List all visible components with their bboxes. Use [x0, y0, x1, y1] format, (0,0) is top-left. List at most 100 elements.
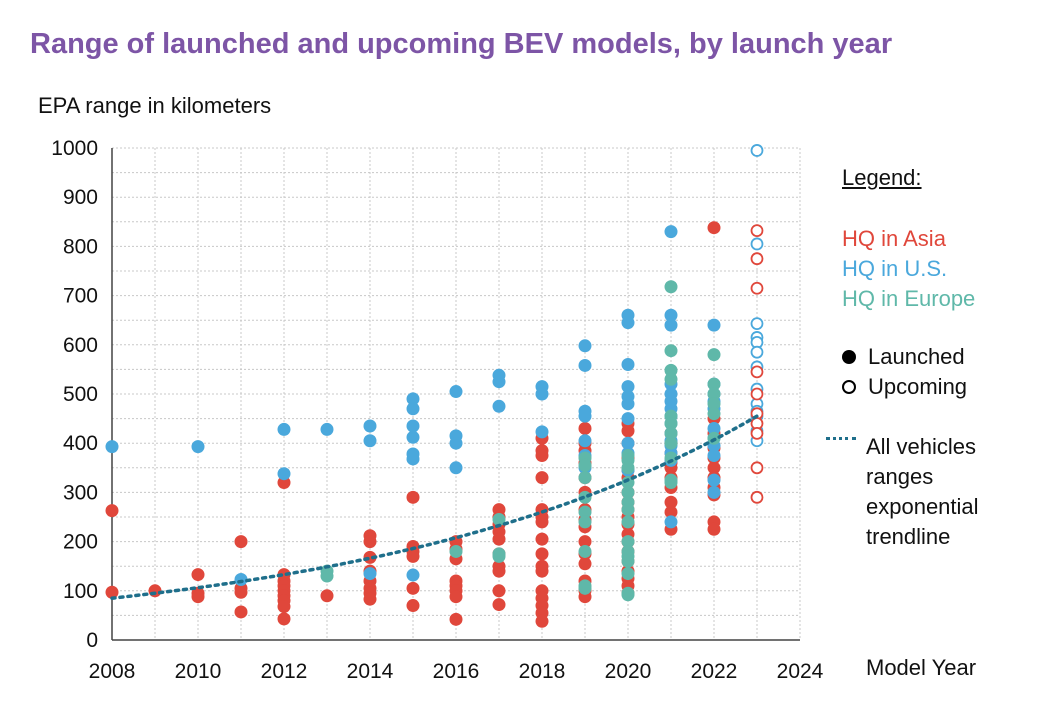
data-point-launched	[664, 436, 678, 450]
y-tick-label: 900	[63, 186, 98, 209]
y-tick-label: 300	[63, 481, 98, 504]
legend-trendline: All vehicles ranges exponential trendlin…	[826, 432, 1006, 552]
legend-launched-label: Launched	[868, 344, 965, 369]
data-point-launched	[492, 584, 506, 598]
data-point-launched	[406, 452, 420, 466]
legend-us: HQ in U.S.	[842, 256, 948, 281]
data-point-launched	[707, 449, 721, 462]
x-tick-label: 2014	[347, 660, 394, 683]
data-point-upcoming	[750, 490, 764, 504]
data-point-launched	[707, 348, 721, 362]
data-point-launched	[578, 515, 592, 529]
data-point-launched	[492, 512, 506, 526]
data-point-launched	[664, 308, 678, 322]
data-point-launched	[707, 461, 721, 475]
data-point-launched	[492, 598, 506, 612]
data-point-launched	[578, 581, 592, 595]
data-point-launched	[707, 485, 721, 499]
data-point-launched	[664, 344, 678, 358]
data-point-launched	[535, 547, 549, 561]
data-point-launched	[621, 535, 635, 549]
data-point-launched	[621, 588, 635, 602]
y-tick-label: 1000	[51, 137, 98, 160]
y-tick-label: 700	[63, 285, 98, 308]
data-point-upcoming	[750, 345, 764, 359]
data-point-launched	[535, 614, 549, 628]
x-tick-label: 2016	[433, 660, 480, 683]
y-tick-label: 100	[63, 580, 98, 603]
data-point-launched	[363, 535, 377, 549]
x-tick-label: 2024	[777, 660, 824, 683]
data-point-launched	[578, 421, 592, 435]
data-point-launched	[621, 461, 635, 475]
x-tick-label: 2020	[605, 660, 652, 683]
data-point-launched	[707, 407, 721, 421]
data-point-launched	[449, 385, 463, 399]
legend-upcoming-label: Upcoming	[868, 374, 968, 399]
data-point-launched	[492, 399, 506, 413]
data-point-launched	[664, 318, 678, 332]
y-tick-label: 200	[63, 531, 98, 554]
data-point-launched	[363, 567, 377, 581]
legend-asia: HQ in Asia	[842, 226, 946, 251]
data-point-launched	[707, 421, 721, 435]
data-point-upcoming	[750, 426, 764, 440]
data-point-launched	[492, 375, 506, 389]
chart-title: Range of launched and upcoming BEV model…	[30, 28, 893, 60]
data-point-launched	[621, 515, 635, 529]
data-point-upcoming	[750, 461, 764, 475]
data-point-launched	[535, 425, 549, 439]
data-point-upcoming	[750, 317, 764, 331]
data-point-upcoming	[750, 144, 764, 157]
data-point-launched	[406, 490, 420, 504]
open-circle-icon	[842, 380, 856, 394]
data-points	[105, 144, 764, 628]
data-point-launched	[664, 417, 678, 431]
data-point-launched	[664, 495, 678, 509]
legend-title: Legend:	[842, 165, 922, 190]
data-point-launched	[707, 377, 721, 391]
data-point-launched	[449, 544, 463, 558]
data-point-launched	[363, 592, 377, 606]
data-point-launched	[535, 387, 549, 401]
data-point-launched	[535, 532, 549, 546]
data-point-launched	[664, 372, 678, 386]
data-point-launched	[320, 589, 334, 603]
data-point-launched	[277, 422, 291, 436]
data-point-launched	[449, 612, 463, 626]
data-point-launched	[535, 564, 549, 578]
legend-trendline-label: All vehicles ranges exponential trendlin…	[866, 434, 979, 549]
data-point-launched	[406, 419, 420, 433]
data-point-launched	[621, 503, 635, 517]
x-tick-label: 2008	[89, 660, 136, 683]
legend-launched: Launched	[842, 344, 965, 370]
data-point-launched	[578, 471, 592, 485]
data-point-launched	[492, 532, 506, 546]
data-point-launched	[621, 316, 635, 330]
data-point-launched	[277, 467, 291, 481]
data-point-launched	[320, 422, 334, 436]
data-point-launched	[449, 590, 463, 604]
y-tick-label: 400	[63, 432, 98, 455]
data-point-launched	[363, 434, 377, 448]
data-point-launched	[492, 549, 506, 563]
data-point-launched	[191, 568, 205, 582]
data-point-upcoming	[750, 365, 764, 379]
legend-upcoming: Upcoming	[842, 374, 967, 400]
data-point-launched	[191, 590, 205, 604]
y-tick-label: 800	[63, 235, 98, 258]
data-point-launched	[277, 612, 291, 626]
data-point-launched	[578, 535, 592, 549]
data-point-launched	[621, 554, 635, 568]
data-point-launched	[535, 449, 549, 462]
data-point-launched	[621, 567, 635, 581]
data-point-launched	[449, 461, 463, 475]
data-point-upcoming	[750, 281, 764, 295]
data-point-launched	[707, 221, 721, 235]
data-point-launched	[578, 505, 592, 519]
data-point-launched	[578, 458, 592, 472]
legend-europe: HQ in Europe	[842, 286, 976, 311]
data-point-launched	[621, 424, 635, 438]
data-point-launched	[621, 357, 635, 371]
data-point-launched	[535, 515, 549, 529]
